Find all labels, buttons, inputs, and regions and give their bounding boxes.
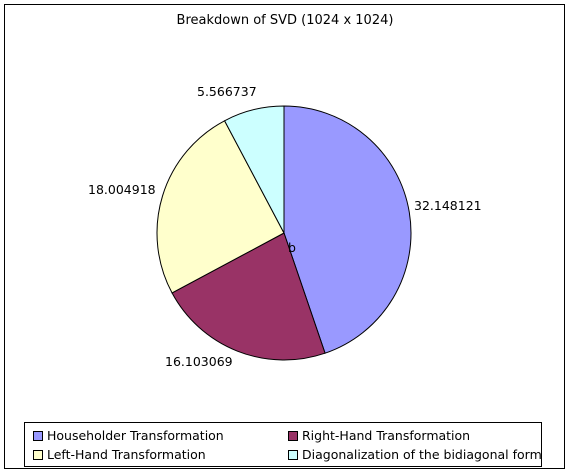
legend-item-left-hand: Left-Hand Transformation	[33, 447, 206, 462]
legend-swatch	[33, 449, 43, 460]
legend: Householder Transformation Right-Hand Tr…	[24, 422, 542, 467]
chart-title: Breakdown of SVD (1024 x 1024)	[176, 13, 394, 28]
legend-swatch	[33, 430, 43, 441]
pie-slice	[171, 232, 326, 361]
legend-label: Diagonalization of the bidiagonal form	[302, 447, 542, 462]
legend-label: Right-Hand Transformation	[302, 428, 471, 443]
pie-slice	[223, 105, 285, 234]
slice-value-label: 5.566737	[197, 84, 257, 99]
legend-item-householder: Householder Transformation	[33, 428, 224, 443]
legend-swatch	[288, 430, 298, 441]
legend-item-diagonalization: Diagonalization of the bidiagonal form	[288, 447, 542, 462]
pie-slice	[283, 105, 412, 354]
legend-item-right-hand: Right-Hand Transformation	[288, 428, 470, 443]
legend-swatch	[288, 449, 298, 460]
slice-value-label: 32.148121	[414, 198, 482, 213]
legend-label: Householder Transformation	[47, 428, 224, 443]
center-label: b	[288, 240, 296, 255]
legend-label: Left-Hand Transformation	[47, 447, 206, 462]
slice-value-label: 16.103069	[165, 354, 233, 369]
pie-slice	[156, 120, 285, 294]
slice-value-label: 18.004918	[88, 182, 156, 197]
